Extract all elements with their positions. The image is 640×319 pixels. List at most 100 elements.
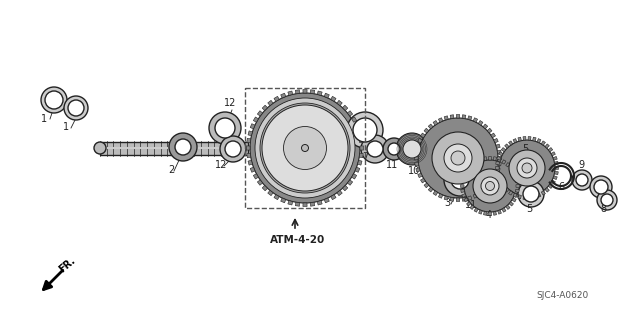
Polygon shape: [555, 167, 559, 169]
Text: 7: 7: [362, 152, 368, 162]
Circle shape: [451, 171, 469, 189]
Circle shape: [287, 130, 323, 166]
Polygon shape: [473, 194, 477, 198]
Circle shape: [522, 163, 532, 173]
Polygon shape: [483, 187, 488, 192]
Polygon shape: [493, 173, 499, 178]
Polygon shape: [467, 166, 471, 170]
Polygon shape: [461, 185, 464, 188]
Polygon shape: [438, 194, 443, 198]
Polygon shape: [512, 170, 516, 174]
Polygon shape: [528, 196, 531, 199]
Polygon shape: [545, 188, 549, 192]
Polygon shape: [474, 208, 478, 212]
Bar: [245, 88, 365, 208]
Polygon shape: [515, 189, 519, 192]
Polygon shape: [274, 96, 279, 101]
Text: 3: 3: [444, 198, 450, 208]
Polygon shape: [248, 131, 252, 136]
Polygon shape: [433, 191, 438, 196]
Circle shape: [572, 170, 592, 190]
Circle shape: [576, 174, 588, 186]
Polygon shape: [553, 176, 557, 180]
Circle shape: [432, 132, 484, 184]
Polygon shape: [262, 185, 268, 191]
Polygon shape: [515, 180, 519, 183]
Circle shape: [361, 135, 389, 163]
Text: 11: 11: [465, 200, 477, 210]
Polygon shape: [444, 116, 448, 120]
Polygon shape: [250, 167, 255, 172]
Polygon shape: [497, 176, 501, 180]
Circle shape: [523, 186, 539, 202]
Circle shape: [590, 176, 612, 198]
Polygon shape: [331, 195, 336, 200]
Text: 1: 1: [41, 114, 47, 124]
Polygon shape: [295, 202, 300, 206]
Polygon shape: [462, 194, 466, 197]
Circle shape: [256, 99, 354, 197]
Polygon shape: [554, 161, 558, 165]
Circle shape: [275, 118, 335, 178]
Polygon shape: [513, 193, 517, 197]
Polygon shape: [331, 96, 336, 101]
Polygon shape: [462, 174, 466, 178]
Circle shape: [250, 93, 360, 203]
Circle shape: [41, 87, 67, 113]
Polygon shape: [253, 174, 259, 179]
Polygon shape: [499, 180, 503, 184]
Polygon shape: [418, 138, 422, 143]
Polygon shape: [418, 173, 422, 178]
Circle shape: [301, 145, 308, 152]
Polygon shape: [342, 185, 348, 191]
Polygon shape: [495, 167, 499, 169]
Polygon shape: [479, 210, 483, 214]
Polygon shape: [514, 174, 518, 178]
Circle shape: [451, 151, 465, 165]
Polygon shape: [317, 201, 322, 205]
Circle shape: [94, 142, 106, 154]
Text: 1: 1: [63, 122, 69, 132]
Circle shape: [499, 140, 555, 196]
Text: SJC4-A0620: SJC4-A0620: [536, 291, 588, 300]
Text: 6: 6: [558, 182, 564, 192]
Text: 5: 5: [522, 144, 528, 154]
Polygon shape: [420, 133, 425, 138]
Polygon shape: [456, 198, 460, 202]
Polygon shape: [473, 118, 477, 122]
Circle shape: [255, 98, 355, 198]
Circle shape: [418, 118, 498, 198]
Polygon shape: [470, 205, 474, 210]
Polygon shape: [541, 141, 545, 145]
Text: 2: 2: [168, 165, 174, 175]
Polygon shape: [532, 195, 536, 199]
Polygon shape: [512, 198, 516, 202]
Circle shape: [64, 96, 88, 120]
Polygon shape: [420, 178, 425, 183]
Polygon shape: [268, 100, 273, 106]
Polygon shape: [509, 141, 513, 145]
Polygon shape: [281, 198, 286, 203]
Polygon shape: [497, 162, 501, 166]
Polygon shape: [483, 157, 486, 161]
Polygon shape: [491, 178, 495, 183]
Circle shape: [383, 138, 405, 160]
Circle shape: [270, 113, 340, 183]
Polygon shape: [247, 153, 251, 158]
Polygon shape: [324, 93, 330, 98]
Polygon shape: [551, 152, 556, 156]
Circle shape: [215, 118, 235, 138]
Circle shape: [473, 169, 507, 203]
Polygon shape: [479, 158, 483, 162]
Polygon shape: [513, 139, 517, 143]
Polygon shape: [487, 183, 492, 188]
Circle shape: [68, 100, 84, 116]
Text: 5: 5: [526, 204, 532, 214]
Polygon shape: [501, 184, 506, 189]
Polygon shape: [438, 118, 443, 122]
Polygon shape: [262, 105, 268, 111]
Polygon shape: [456, 115, 460, 118]
Circle shape: [281, 124, 329, 172]
Polygon shape: [310, 202, 315, 206]
Polygon shape: [253, 117, 259, 122]
